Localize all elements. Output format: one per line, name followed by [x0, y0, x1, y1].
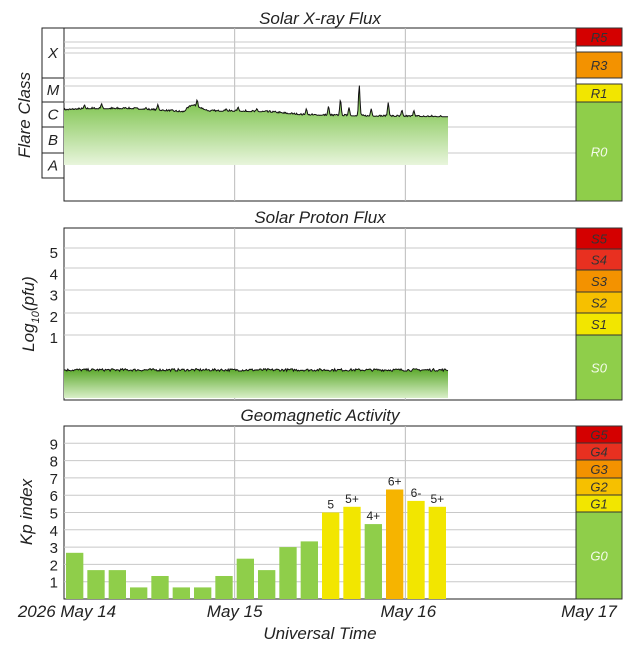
proton-scale-label: S2: [591, 296, 608, 311]
xray-plot: [63, 27, 577, 202]
kp-scale-label: G3: [590, 462, 608, 477]
proton-scale-label: S4: [591, 253, 607, 268]
kp-bar-label: 5+: [345, 492, 359, 506]
proton-flux-line: [63, 367, 449, 373]
kp-bar: [215, 575, 233, 599]
xray-scale-label: R1: [591, 86, 608, 101]
kp-bar: [407, 500, 425, 599]
kp-bar-label: 5: [327, 498, 334, 512]
kp-bar-label: 6+: [388, 474, 402, 488]
kp-scale-label: G5: [590, 428, 608, 443]
kp-bars: [66, 489, 446, 599]
kp-bar: [364, 524, 382, 599]
x-tick-label: May 15: [207, 602, 263, 621]
kp-bar: [194, 587, 212, 599]
flare-class-label: M: [47, 82, 60, 99]
proton-ytick: 2: [50, 309, 58, 326]
xray-scale-band: [575, 27, 623, 47]
geomagnetic-storm-scale: G5 G4 G3 G2 G1 G0: [575, 425, 623, 600]
xray-flux-line: [63, 85, 449, 118]
kp-ytick: 5: [50, 506, 58, 523]
xray-scale-band: [575, 101, 623, 202]
proton-scale-band: [575, 334, 623, 401]
kp-ytick: 9: [50, 436, 58, 453]
x-tick-label: 2026 May 14: [17, 602, 116, 621]
kp-ylabel: Kp index: [17, 478, 36, 545]
proton-ytick: 1: [50, 330, 58, 347]
proton-scale-label: S0: [591, 361, 608, 376]
proton-title: Solar Proton Flux: [254, 208, 386, 227]
proton-gridlines: [64, 228, 576, 400]
x-axis-title: Universal Time: [263, 624, 376, 643]
kp-ytick: 4: [50, 523, 58, 540]
kp-bar-label: 6-: [411, 486, 422, 500]
kp-bar: [87, 570, 105, 599]
proton-scale-label: S3: [591, 274, 608, 289]
xray-flux-area: [64, 85, 448, 165]
kp-bar: [300, 541, 318, 599]
xray-scale-label: R0: [591, 145, 608, 160]
kp-ytick: 7: [50, 471, 58, 488]
kp-plot: 5 5+ 4+ 6+ 6- 5+: [63, 425, 577, 600]
proton-scale-label: S1: [591, 317, 607, 332]
kp-bar: [322, 512, 340, 599]
xray-scale-label: R3: [591, 58, 608, 73]
kp-scale-band: [575, 511, 623, 600]
x-axis-ticks: 2026 May 14 May 15 May 16 May 17: [17, 602, 618, 621]
proton-yticks: 1 2 3 4 5: [50, 245, 58, 347]
kp-bar-labels: 5 5+ 4+ 6+ 6- 5+: [327, 474, 444, 523]
xray-ylabel: Flare Class: [15, 72, 34, 158]
kp-bar: [172, 587, 190, 599]
xray-scale-label: R5: [591, 30, 608, 45]
kp-bar-label: 5+: [430, 492, 444, 506]
kp-title: Geomagnetic Activity: [240, 406, 401, 425]
x-tick-label: May 17: [561, 602, 617, 621]
kp-bar: [151, 575, 169, 599]
proton-ytick: 3: [50, 288, 58, 305]
kp-bar: [130, 587, 148, 599]
proton-radiation-storm-scale: S5 S4 S3 S2 S1 S0: [575, 227, 623, 401]
kp-ytick: 2: [50, 557, 58, 574]
flare-class-label: X: [47, 45, 59, 62]
x-tick-label: May 16: [380, 602, 436, 621]
kp-scale-label: G2: [590, 480, 608, 495]
proton-plot: [63, 227, 577, 401]
kp-ytick: 1: [50, 575, 58, 592]
flare-class-label: B: [48, 132, 58, 149]
kp-scale-label: G4: [590, 445, 607, 460]
kp-bar-label: 4+: [366, 509, 380, 523]
proton-flux-area: [64, 368, 448, 398]
proton-scale-label: S5: [591, 232, 608, 247]
proton-ytick: 5: [50, 245, 58, 262]
kp-scale-label: G0: [590, 549, 608, 564]
kp-scale-label: G1: [590, 497, 607, 512]
xray-title: Solar X-ray Flux: [259, 9, 381, 28]
kp-gridlines: [64, 426, 576, 599]
kp-ytick: 8: [50, 454, 58, 471]
kp-ytick: 6: [50, 488, 58, 505]
kp-bar: [428, 506, 446, 599]
kp-ytick: 3: [50, 540, 58, 557]
xray-radio-blackout-scale: R5 R3 R1 R0: [575, 27, 623, 202]
kp-bar: [279, 547, 297, 599]
kp-bar: [108, 570, 126, 599]
kp-bar: [343, 506, 361, 599]
kp-bar: [236, 558, 254, 599]
xray-scale-band: [575, 51, 623, 79]
kp-bar: [66, 552, 84, 599]
proton-ytick: 4: [50, 266, 58, 283]
proton-ylabel: Log10(pfu): [19, 276, 42, 352]
kp-bar: [386, 489, 404, 599]
flare-class-label: A: [47, 158, 58, 175]
flare-class-label: C: [48, 107, 59, 124]
kp-bar: [258, 570, 276, 599]
